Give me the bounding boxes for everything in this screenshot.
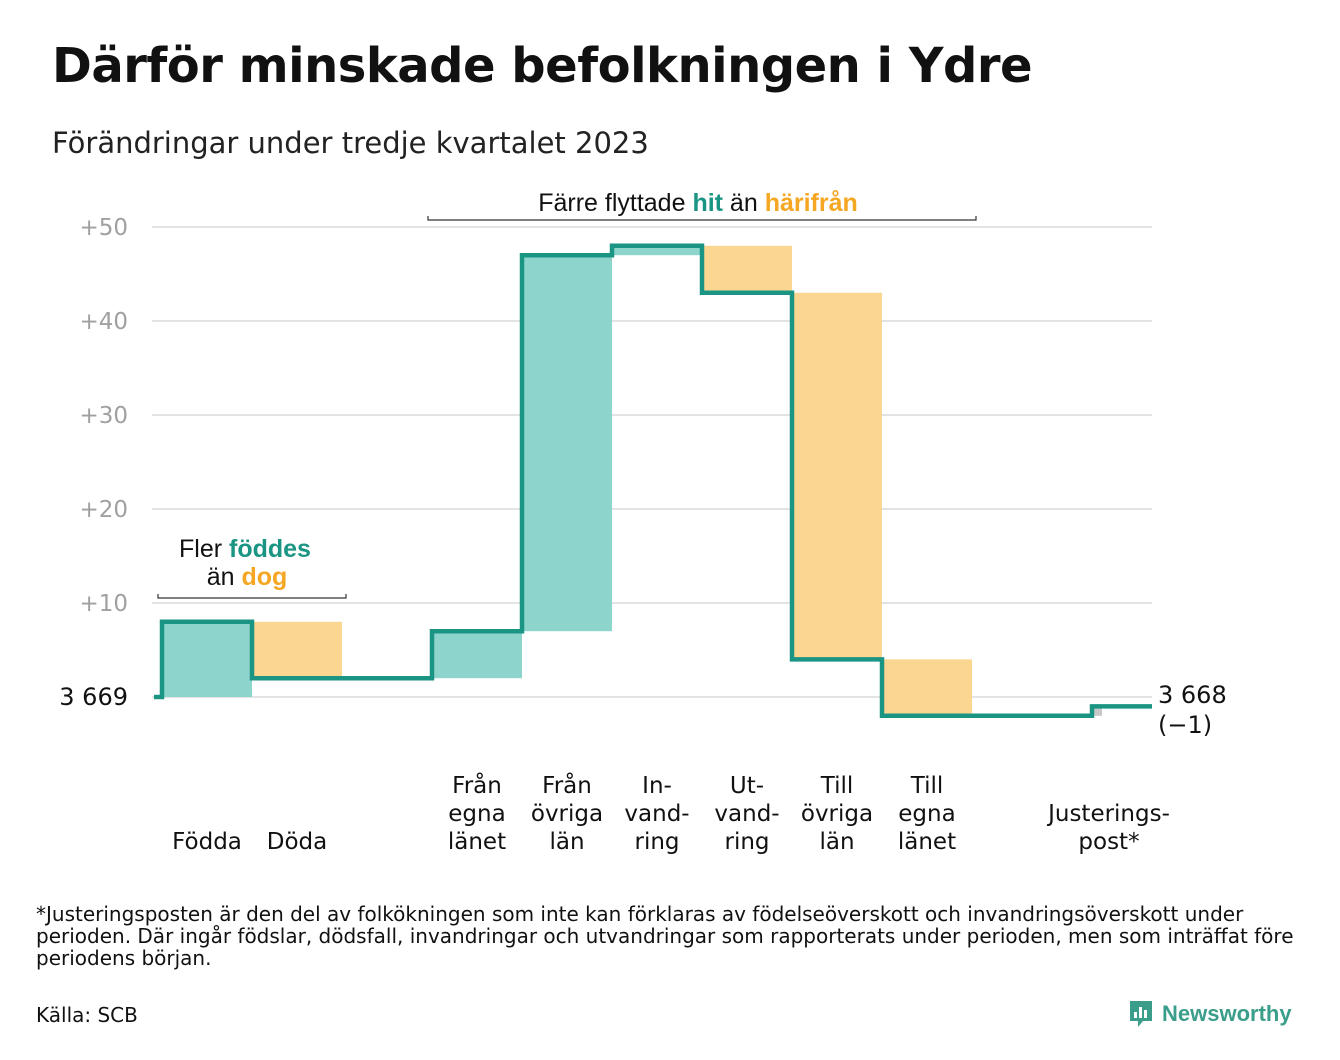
x-category-label: Från: [542, 771, 592, 799]
x-category-label: övriga: [531, 801, 603, 827]
x-category-label: länet: [448, 829, 506, 855]
source-label: Källa: SCB: [36, 1003, 138, 1027]
chart-title: Därför minskade befolkningen i Ydre: [52, 38, 1033, 94]
moves-bracket: [427, 216, 977, 221]
x-category-label: Till: [910, 773, 944, 799]
brand-logo: Newsworthy: [1128, 998, 1292, 1030]
x-category-label: vand-: [624, 801, 689, 827]
x-category-label: ring: [634, 829, 679, 855]
x-category-label: post*: [1078, 829, 1139, 855]
births-annotation-line2: än dog: [207, 563, 288, 591]
footnote: *Justeringsposten är den del av folkökni…: [36, 902, 1294, 970]
y-tick-label: +10: [79, 591, 128, 617]
x-category-label: Till: [820, 773, 854, 799]
waterfall-bar: [882, 659, 972, 716]
brand-name: Newsworthy: [1162, 1001, 1292, 1026]
end-value-label: 3 668: [1158, 681, 1227, 709]
births-bracket: [157, 594, 347, 599]
births-annotation-line1: Fler föddes: [179, 535, 311, 563]
y-tick-label: +50: [79, 215, 128, 241]
y-tick-label: +20: [79, 497, 128, 523]
x-category-label: In-: [642, 773, 672, 799]
x-category-label: egna: [898, 801, 955, 827]
x-category-label: Justerings-: [1046, 801, 1170, 827]
running-total-line: [154, 243, 1152, 719]
waterfall-bar: [612, 245, 702, 256]
y-tick-label: +40: [79, 309, 128, 335]
waterfall-bar: [432, 631, 522, 679]
x-category-label: Ut-: [730, 773, 764, 799]
x-category-label: egna: [448, 801, 505, 827]
x-category-label: vand-: [714, 801, 779, 827]
x-category-label: län: [549, 829, 584, 855]
waterfall-bar: [1092, 706, 1102, 716]
x-category-label: län: [819, 829, 854, 855]
y-tick-label: +30: [79, 403, 128, 429]
x-category-label: Födda: [172, 829, 242, 855]
x-category-label: länet: [898, 829, 956, 855]
waterfall-bar: [792, 292, 882, 660]
moves-annotation: Färre flyttade hit än härifrån: [538, 189, 858, 217]
chart-subtitle: Förändringar under tredje kvartalet 2023: [52, 126, 649, 160]
waterfall-bar: [522, 255, 612, 632]
x-category-label: ring: [724, 829, 769, 855]
waterfall-bar: [702, 245, 792, 293]
x-category-label: Döda: [267, 829, 327, 855]
x-category-label: övriga: [801, 801, 873, 827]
x-category-label: Från: [452, 771, 502, 799]
start-value-label: 3 669: [59, 683, 128, 711]
end-change-label: (−1): [1158, 711, 1212, 739]
waterfall-bar: [162, 621, 252, 697]
waterfall-bar: [252, 621, 342, 679]
bar-chart-logo-icon: [1130, 1001, 1152, 1027]
